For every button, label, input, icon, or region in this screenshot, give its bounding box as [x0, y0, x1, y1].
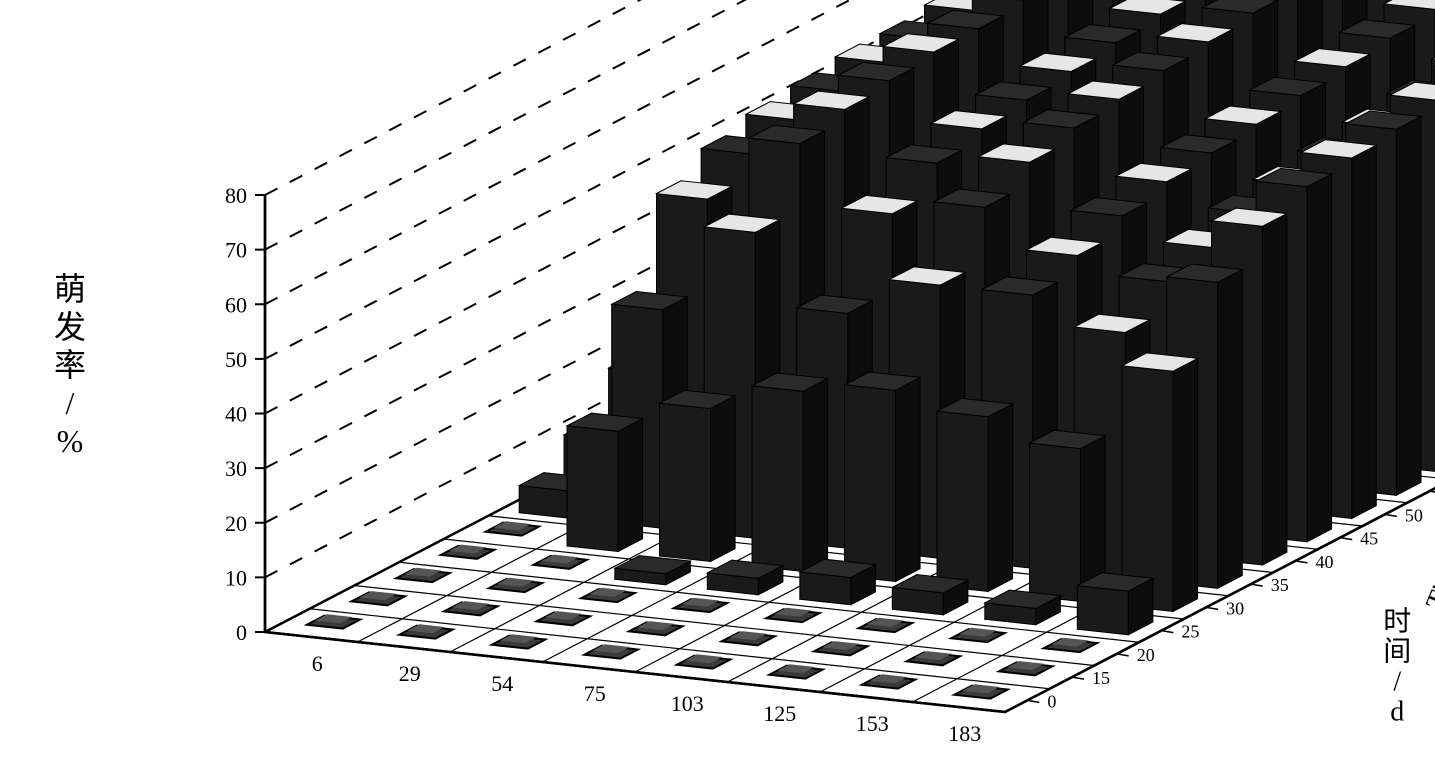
z-tick-label: 40	[225, 402, 247, 427]
z-tick-label: 70	[225, 238, 247, 263]
y-tick-label: 45	[1360, 529, 1378, 549]
z-axis-title-char: 发	[54, 309, 86, 345]
z-tick-label: 10	[225, 565, 247, 590]
x-tick-label: 75	[584, 681, 606, 706]
z-tick-label: 80	[225, 183, 247, 208]
y-tick-label: 15	[1092, 668, 1110, 688]
y-tick-label: 25	[1181, 622, 1199, 642]
z-tick-label: 50	[225, 347, 247, 372]
x-tick-label: 183	[948, 721, 981, 746]
y-tick-label: 40	[1315, 552, 1333, 572]
z-axis-title-char: 萌	[54, 271, 86, 307]
y-tick-label: 20	[1137, 645, 1155, 665]
y-axis-title-zh-char: d	[1390, 696, 1404, 727]
z-tick-label: 0	[236, 620, 247, 645]
z-tick-label: 60	[225, 292, 247, 317]
x-tick-label: 125	[763, 701, 796, 726]
y-axis-title-zh-char: 时	[1383, 605, 1411, 637]
y-tick-label: 50	[1405, 505, 1423, 525]
z-axis-title-char: %	[57, 423, 84, 459]
y-tick-label: 0	[1047, 691, 1056, 711]
y-axis-title-zh-char: 间	[1383, 635, 1411, 667]
y-tick-label: 35	[1271, 575, 1289, 595]
z-tick-label: 20	[225, 511, 247, 536]
z-tick-label: 30	[225, 456, 247, 481]
x-tick-label: 29	[399, 661, 421, 686]
y-tick-label: 30	[1226, 598, 1244, 618]
x-tick-label: 103	[671, 691, 704, 716]
x-tick-label: 6	[312, 651, 323, 676]
x-tick-label: 153	[856, 711, 889, 736]
z-axis-title-char: /	[66, 385, 75, 421]
bar3d-chart: 0 10 20 30 40 50 60 70 80 6 29 54 75 103 125 153 183 0 15 2…	[0, 0, 1435, 760]
y-axis-title-en: Time	[1420, 549, 1435, 614]
x-tick-label: 54	[491, 671, 513, 696]
z-axis-title-char: 率	[54, 347, 86, 383]
y-axis-title-zh-char: /	[1393, 666, 1401, 697]
